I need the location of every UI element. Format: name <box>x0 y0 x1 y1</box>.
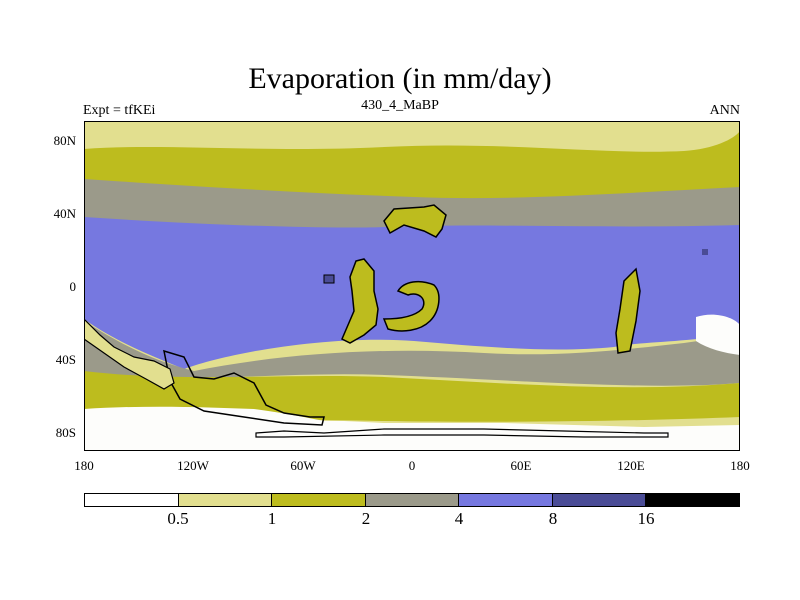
evaporation-map <box>84 121 740 451</box>
colorbar <box>84 493 740 507</box>
x-tick-60w: 60W <box>290 458 316 473</box>
map-frame <box>84 121 740 451</box>
land-outline-antarctica <box>255 428 669 438</box>
colorbar-box-3 <box>272 494 366 506</box>
land-outline-southwest-coast <box>84 318 175 390</box>
colorbar-box-2 <box>178 494 273 506</box>
colorbar-label-2: 2 <box>361 509 371 528</box>
period-label: 430_4_MaBP <box>361 98 439 113</box>
y-tick-80s: 80S <box>55 425 76 440</box>
land-outline-south-america <box>163 349 325 426</box>
colorbar-label-8: 8 <box>548 509 558 528</box>
y-tick-0: 0 <box>69 279 77 294</box>
y-tick-80n: 80N <box>53 133 76 148</box>
land-outline-central-ring <box>382 280 440 332</box>
x-tick-180e: 180 <box>730 458 750 473</box>
colorbar-label-0-5: 0.5 <box>167 509 189 528</box>
dark-blue-patch <box>702 249 708 255</box>
y-tick-40n: 40N <box>53 206 76 221</box>
colorbar-box-7 <box>646 494 740 506</box>
experiment-label: Expt = tfKEi <box>83 103 156 118</box>
x-tick-60e: 60E <box>510 458 532 473</box>
colorbar-box-4 <box>365 494 460 506</box>
season-label: ANN <box>709 103 740 118</box>
north-gray-band <box>84 179 740 233</box>
chart-title: Evaporation (in mm/day) <box>248 62 552 95</box>
y-tick-40s: 40S <box>55 352 76 367</box>
x-tick-0: 0 <box>408 458 416 473</box>
south-gray-band <box>84 321 740 386</box>
land-outline-east <box>615 267 641 354</box>
colorbar-label-4: 4 <box>454 509 464 528</box>
colorbar-box-6 <box>552 494 647 506</box>
colorbar-label-1: 1 <box>267 509 277 528</box>
dark-blue-patch-2 <box>323 274 335 284</box>
colorbar-label-16: 16 <box>637 509 655 528</box>
x-tick-120w: 120W <box>177 458 209 473</box>
x-tick-120e: 120E <box>617 458 645 473</box>
land-outline-north-africa <box>383 204 447 238</box>
colorbar-box-1 <box>85 494 179 506</box>
land-outline-central-west <box>341 258 379 344</box>
x-tick-180w: 180 <box>74 458 94 473</box>
colorbar-box-5 <box>459 494 553 506</box>
white-patch-east <box>696 314 740 355</box>
